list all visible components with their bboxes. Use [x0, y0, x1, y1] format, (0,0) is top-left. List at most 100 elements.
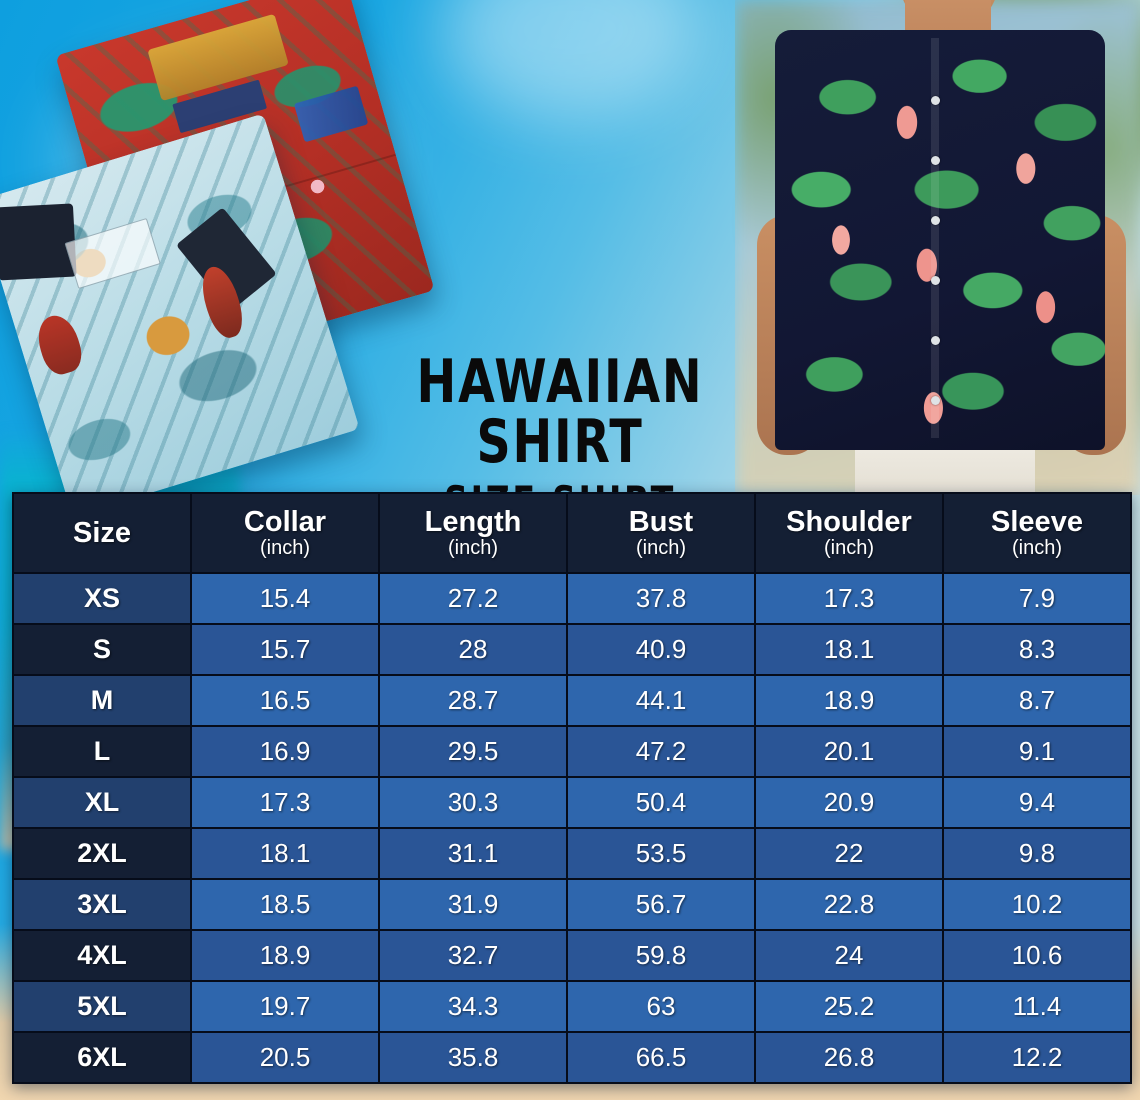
cell-l-sleeve: 9.1	[942, 725, 1132, 778]
cell-s-shoulder: 18.1	[754, 623, 944, 676]
shirt-button	[931, 336, 940, 345]
column-header-label: Bust	[628, 506, 694, 539]
model-photo	[735, 0, 1140, 495]
cell-3xl-bust: 56.7	[566, 878, 756, 931]
cell-5xl-shoulder: 25.2	[754, 980, 944, 1033]
cell-l-shoulder: 20.1	[754, 725, 944, 778]
cell-xs-shoulder: 17.3	[754, 572, 944, 625]
column-header-label: Collar	[243, 506, 327, 539]
size-label-3xl: 3XL	[12, 878, 192, 931]
size-label-6xl: 6XL	[12, 1031, 192, 1084]
cell-xs-bust: 37.8	[566, 572, 756, 625]
cell-s-bust: 40.9	[566, 623, 756, 676]
cell-2xl-sleeve: 9.8	[942, 827, 1132, 880]
size-label-5xl: 5XL	[12, 980, 192, 1033]
column-header-label: Length	[424, 506, 522, 539]
cell-xl-length: 30.3	[378, 776, 568, 829]
cell-3xl-sleeve: 10.2	[942, 878, 1132, 931]
size-label-xl: XL	[12, 776, 192, 829]
cell-2xl-collar: 18.1	[190, 827, 380, 880]
table-body: XS 15.4 27.2 37.8 17.3 7.9 S 15.7 28 40.9 18.1 8.3 M…	[12, 572, 1132, 1084]
cell-xs-sleeve: 7.9	[942, 572, 1132, 625]
size-label-m: M	[12, 674, 192, 727]
cell-3xl-length: 31.9	[378, 878, 568, 931]
column-header-unit: (inch)	[1011, 537, 1062, 560]
cell-xl-shoulder: 20.9	[754, 776, 944, 829]
column-header-size: Size	[12, 492, 192, 574]
column-header-unit: (inch)	[823, 537, 874, 560]
cell-xl-collar: 17.3	[190, 776, 380, 829]
cell-6xl-length: 35.8	[378, 1031, 568, 1084]
table-row: XL 17.3 30.3 50.4 20.9 9.4	[12, 776, 1132, 829]
table-row: XS 15.4 27.2 37.8 17.3 7.9	[12, 572, 1132, 625]
header-row: Size Collar (inch) Length (inch) Bust (inch) Sh…	[12, 492, 1132, 574]
cell-m-length: 28.7	[378, 674, 568, 727]
table-row: 2XL 18.1 31.1 53.5 22 9.8	[12, 827, 1132, 880]
shirt-placket	[931, 38, 939, 438]
cell-2xl-bust: 53.5	[566, 827, 756, 880]
size-label-xs: XS	[12, 572, 192, 625]
cell-5xl-bust: 63	[566, 980, 756, 1033]
cell-s-length: 28	[378, 623, 568, 676]
cell-s-sleeve: 8.3	[942, 623, 1132, 676]
cell-xs-collar: 15.4	[190, 572, 380, 625]
cell-4xl-bust: 59.8	[566, 929, 756, 982]
cell-xs-length: 27.2	[378, 572, 568, 625]
worn-hawaiian-shirt	[775, 30, 1105, 450]
cell-6xl-collar: 20.5	[190, 1031, 380, 1084]
table-row: 6XL 20.5 35.8 66.5 26.8 12.2	[12, 1031, 1132, 1084]
size-chart-table: Size Collar (inch) Length (inch) Bust (inch) Sh…	[12, 492, 1132, 1084]
cell-6xl-shoulder: 26.8	[754, 1031, 944, 1084]
table-row: 4XL 18.9 32.7 59.8 24 10.6	[12, 929, 1132, 982]
column-header-label: Size	[72, 516, 132, 549]
cell-l-length: 29.5	[378, 725, 568, 778]
column-header-label: Sleeve	[991, 506, 1083, 539]
cell-s-collar: 15.7	[190, 623, 380, 676]
column-header-label: Shoulder	[786, 506, 912, 539]
cell-xl-bust: 50.4	[566, 776, 756, 829]
column-header-sleeve: Sleeve (inch)	[942, 492, 1132, 574]
cell-5xl-collar: 19.7	[190, 980, 380, 1033]
cell-4xl-collar: 18.9	[190, 929, 380, 982]
shirt-sleeve-tag	[293, 85, 369, 143]
shirt-collar	[0, 203, 77, 280]
column-header-unit: (inch)	[259, 537, 310, 560]
cell-l-bust: 47.2	[566, 725, 756, 778]
table-row: S 15.7 28 40.9 18.1 8.3	[12, 623, 1132, 676]
cell-5xl-sleeve: 11.4	[942, 980, 1132, 1033]
cell-4xl-length: 32.7	[378, 929, 568, 982]
column-header-shoulder: Shoulder (inch)	[754, 492, 944, 574]
cell-3xl-collar: 18.5	[190, 878, 380, 931]
table-row: L 16.9 29.5 47.2 20.1 9.1	[12, 725, 1132, 778]
parrot-print-motif	[32, 310, 87, 379]
shirt-button	[931, 96, 940, 105]
cell-m-collar: 16.5	[190, 674, 380, 727]
shirt-collar	[147, 13, 289, 101]
shirt-button	[931, 156, 940, 165]
shirt-pocket	[64, 217, 161, 290]
cell-l-collar: 16.9	[190, 725, 380, 778]
size-label-2xl: 2XL	[12, 827, 192, 880]
table-row: M 16.5 28.7 44.1 18.9 8.7	[12, 674, 1132, 727]
shirt-button	[931, 396, 940, 405]
cell-6xl-sleeve: 12.2	[942, 1031, 1132, 1084]
cell-m-shoulder: 18.9	[754, 674, 944, 727]
cell-xl-sleeve: 9.4	[942, 776, 1132, 829]
cell-4xl-shoulder: 24	[754, 929, 944, 982]
column-header-length: Length (inch)	[378, 492, 568, 574]
column-header-unit: (inch)	[635, 537, 686, 560]
cell-2xl-length: 31.1	[378, 827, 568, 880]
column-header-collar: Collar (inch)	[190, 492, 380, 574]
table-row: 5XL 19.7 34.3 63 25.2 11.4	[12, 980, 1132, 1033]
shirt-button	[931, 216, 940, 225]
size-label-s: S	[12, 623, 192, 676]
cell-m-bust: 44.1	[566, 674, 756, 727]
cell-m-sleeve: 8.7	[942, 674, 1132, 727]
cell-2xl-shoulder: 22	[754, 827, 944, 880]
column-header-bust: Bust (inch)	[566, 492, 756, 574]
size-label-l: L	[12, 725, 192, 778]
size-label-4xl: 4XL	[12, 929, 192, 982]
cell-5xl-length: 34.3	[378, 980, 568, 1033]
cell-6xl-bust: 66.5	[566, 1031, 756, 1084]
cell-4xl-sleeve: 10.6	[942, 929, 1132, 982]
